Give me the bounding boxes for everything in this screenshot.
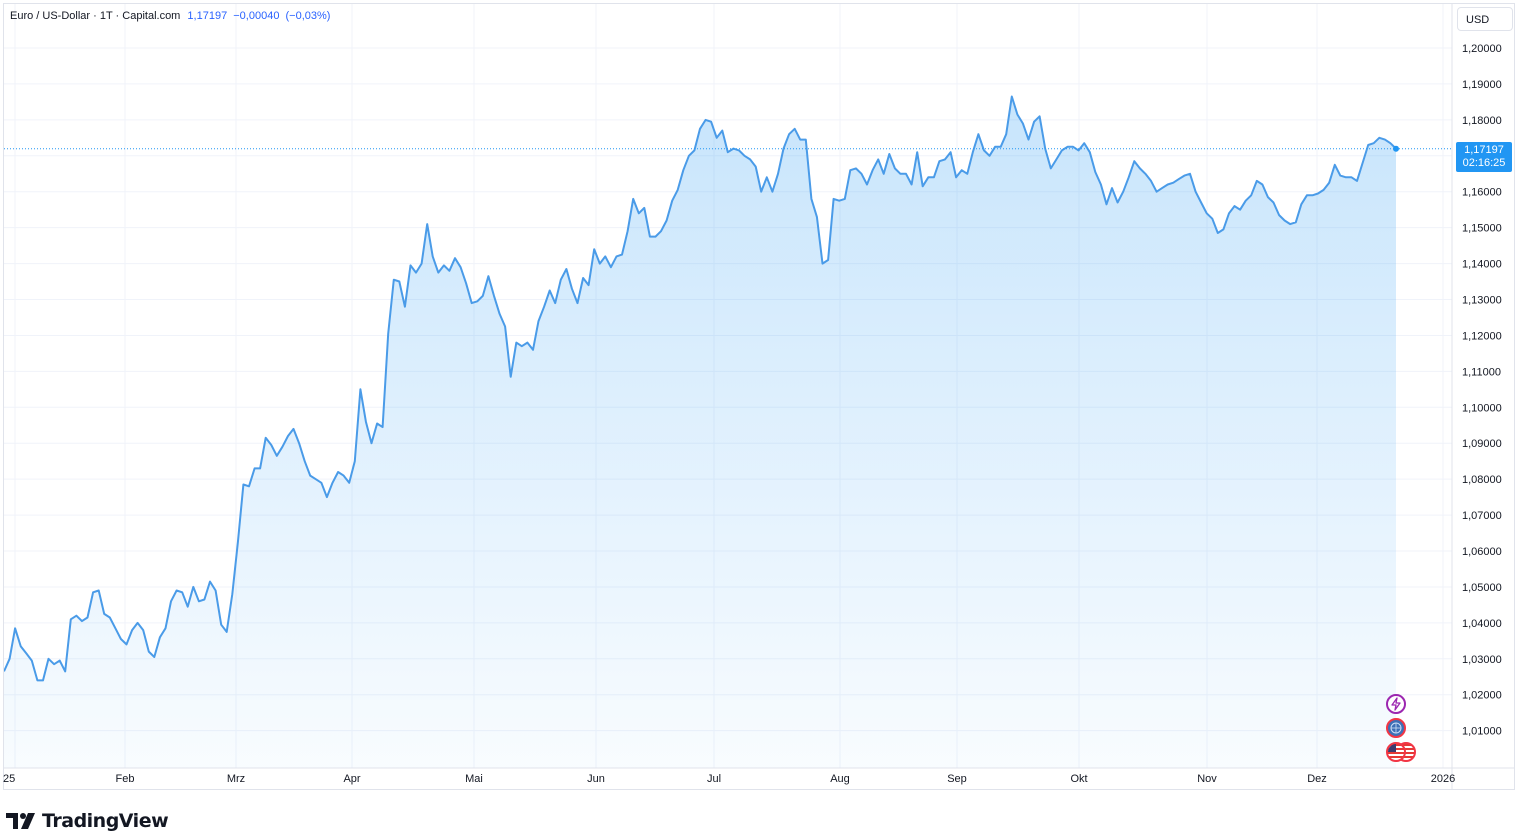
y-tick-label: 1,15000 (1462, 223, 1502, 235)
y-tick-label: 1,12000 (1462, 330, 1502, 342)
y-tick-label: 1,03000 (1462, 654, 1502, 666)
y-tick-label: 1,10000 (1462, 402, 1502, 414)
y-tick-label: 1,16000 (1462, 187, 1502, 199)
x-tick-label: Apr (343, 773, 360, 785)
x-tick-label: Nov (1197, 773, 1217, 785)
x-tick-label: Jul (707, 773, 721, 785)
x-axis[interactable]: 25 Feb Mrz Apr Mai Jun Jul Aug Sep Okt Nov Dez 2026 (3, 773, 1455, 785)
bar-countdown: 02:16:25 (1462, 157, 1506, 169)
y-tick-label: 1,08000 (1462, 474, 1502, 486)
last-price: 1,17197 (187, 10, 228, 22)
flag-us-icon[interactable] (1386, 742, 1406, 762)
y-tick-label: 1,02000 (1462, 690, 1502, 702)
y-tick-label: 1,13000 (1462, 295, 1502, 307)
tradingview-logo[interactable]: TradingView (6, 809, 169, 833)
x-tick-label: Jun (587, 773, 605, 785)
y-tick-label: 1,19000 (1462, 79, 1502, 91)
y-tick-label: 1,01000 (1462, 726, 1502, 738)
x-tick-label: Feb (116, 773, 135, 785)
x-tick-label: 25 (3, 773, 15, 785)
series-area-fill (4, 96, 1396, 768)
y-tick-label: 1,05000 (1462, 582, 1502, 594)
currency-button[interactable]: USD (1457, 7, 1513, 31)
y-tick-label: 1,20000 (1462, 43, 1502, 55)
brand-name: TradingView (42, 810, 169, 832)
x-tick-label: Mai (465, 773, 483, 785)
price-change: −0,00040 (233, 10, 280, 22)
symbol-title: Euro / US-Dollar · 1T · Capital.com (10, 10, 181, 22)
last-price-label: 1,17197 02:16:25 (1456, 142, 1512, 172)
x-tick-label: 2026 (1431, 773, 1455, 785)
x-tick-label: Okt (1070, 773, 1087, 785)
series-line (4, 95, 1397, 682)
price-change-percent: (−0,03%) (285, 10, 331, 22)
y-tick-label: 1,11000 (1462, 366, 1501, 378)
x-tick-label: Dez (1307, 773, 1327, 785)
x-tick-label: Mrz (227, 773, 245, 785)
last-price-value: 1,17197 (1464, 144, 1504, 156)
last-price-dot (1393, 145, 1399, 152)
x-tick-label: Aug (830, 773, 850, 785)
y-tick-label: 1,04000 (1462, 618, 1502, 630)
lightning-icon[interactable] (1386, 694, 1406, 714)
y-tick-label: 1,14000 (1462, 259, 1502, 271)
series-area (4, 95, 1397, 768)
symbol-legend[interactable]: Euro / US-Dollar · 1T · Capital.com 1,17… (10, 10, 330, 22)
x-tick-label: Sep (947, 773, 967, 785)
globe-icon[interactable] (1386, 718, 1406, 738)
y-tick-label: 1,06000 (1462, 546, 1502, 558)
tv-logo-icon (6, 813, 35, 829)
y-tick-label: 1,07000 (1462, 510, 1502, 522)
y-tick-label: 1,09000 (1462, 438, 1502, 450)
y-tick-label: 1,18000 (1462, 115, 1502, 127)
